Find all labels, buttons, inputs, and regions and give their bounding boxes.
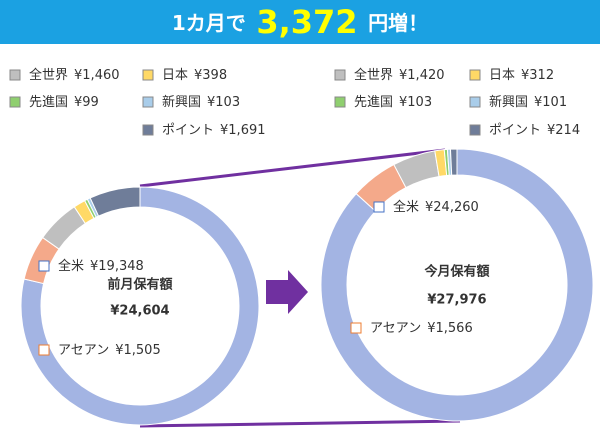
legend-value: ¥103 bbox=[399, 95, 432, 110]
legend-value: ¥214 bbox=[547, 123, 580, 138]
chart-title: 前月保有額 bbox=[107, 277, 172, 293]
legend-category: 日本 bbox=[162, 68, 188, 83]
legend-category: 新興国 bbox=[162, 94, 201, 110]
legend-category: 先進国 bbox=[29, 95, 68, 110]
legend-entry: 全世界 ¥1,460 bbox=[29, 67, 120, 83]
legend-marker bbox=[142, 69, 154, 81]
legend-category: 全米 bbox=[58, 258, 84, 274]
chart-title: 今月保有額 bbox=[423, 264, 489, 280]
legend-entry: 新興国 ¥103 bbox=[162, 94, 240, 110]
total-label: ¥24,604 bbox=[110, 304, 169, 319]
connector bbox=[139, 148, 446, 188]
donut-slice bbox=[449, 148, 458, 176]
legend-category: ポイント bbox=[489, 123, 541, 138]
legend-value: ¥1,691 bbox=[220, 123, 266, 138]
legend-marker bbox=[334, 69, 346, 81]
legend-value: ¥1,420 bbox=[399, 68, 445, 83]
legend-entry: アセアン ¥1,505 bbox=[58, 343, 161, 358]
legend-marker bbox=[9, 69, 21, 81]
legend-category: 新興国 bbox=[489, 94, 528, 110]
legend-value: ¥312 bbox=[521, 68, 554, 83]
legend-entry: 全米 ¥24,260 bbox=[393, 199, 479, 215]
legend-marker bbox=[350, 322, 362, 334]
legend-entry: アセアン ¥1,566 bbox=[370, 321, 473, 336]
connector bbox=[139, 419, 461, 428]
legend-marker bbox=[142, 96, 154, 108]
legend-category: 全世界 bbox=[354, 67, 393, 83]
legend-entry: 全米 ¥19,348 bbox=[58, 258, 144, 274]
donut-slice bbox=[20, 186, 260, 426]
header-text: 1カ月で 3,372 円増！ bbox=[172, 3, 428, 41]
legend-value: ¥1,505 bbox=[115, 343, 161, 358]
legend-entry: 先進国 ¥99 bbox=[29, 95, 99, 110]
legend-category: 全世界 bbox=[29, 67, 68, 83]
legend-category: 先進国 bbox=[354, 95, 393, 110]
legend-marker bbox=[469, 69, 481, 81]
legend-marker bbox=[334, 96, 346, 108]
legend-marker bbox=[38, 344, 50, 356]
total-label: ¥27,976 bbox=[427, 293, 486, 308]
legend-value: ¥1,566 bbox=[427, 321, 473, 336]
legend-marker bbox=[38, 260, 50, 272]
legend-marker bbox=[469, 96, 481, 108]
legend-marker bbox=[469, 124, 481, 136]
legend-entry: 先進国 ¥103 bbox=[354, 95, 432, 110]
legend-entry: 全世界 ¥1,420 bbox=[354, 67, 445, 83]
legend-value: ¥1,460 bbox=[74, 68, 120, 83]
legend-marker bbox=[9, 96, 21, 108]
legend-entry: ポイント ¥214 bbox=[489, 123, 580, 138]
header-amount: 3,372 bbox=[256, 3, 357, 41]
legend-value: ¥101 bbox=[534, 95, 567, 110]
legend-value: ¥19,348 bbox=[90, 259, 144, 274]
legend-entry: 新興国 ¥101 bbox=[489, 94, 567, 110]
legend-value: ¥103 bbox=[207, 95, 240, 110]
legend-category: 全米 bbox=[393, 199, 419, 215]
donut-slice bbox=[320, 148, 594, 422]
header-prefix: 1カ月で bbox=[172, 11, 246, 35]
header-suffix: 円増！ bbox=[368, 11, 428, 35]
legend-marker bbox=[142, 124, 154, 136]
header-band bbox=[0, 0, 600, 44]
legend-entry: ポイント ¥1,691 bbox=[162, 123, 266, 138]
legend-marker bbox=[373, 201, 385, 213]
legend-category: アセアン bbox=[58, 343, 109, 358]
legend-category: ポイント bbox=[162, 123, 214, 138]
legend-entry: 日本 ¥312 bbox=[489, 68, 554, 83]
arrow bbox=[266, 270, 308, 314]
legend-value: ¥24,260 bbox=[425, 200, 479, 215]
legend-value: ¥99 bbox=[74, 95, 99, 110]
legend-entry: 日本 ¥398 bbox=[162, 68, 227, 83]
legend-category: 日本 bbox=[489, 68, 515, 83]
legend-category: アセアン bbox=[370, 321, 421, 336]
legend-value: ¥398 bbox=[194, 68, 227, 83]
donut-slice bbox=[89, 186, 141, 217]
